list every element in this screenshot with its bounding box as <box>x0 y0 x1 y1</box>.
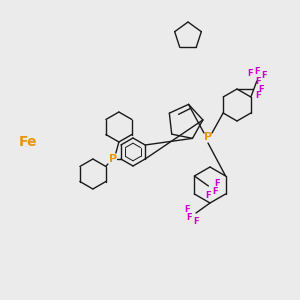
Text: P: P <box>109 154 117 164</box>
Text: F: F <box>254 68 260 76</box>
Text: F: F <box>255 92 261 100</box>
Text: F: F <box>258 85 264 94</box>
Text: F: F <box>193 218 199 226</box>
Text: Fe: Fe <box>19 135 37 149</box>
Text: F: F <box>261 71 267 80</box>
Text: P: P <box>204 132 212 142</box>
Text: F: F <box>247 70 253 79</box>
Text: F: F <box>184 206 190 214</box>
Text: F: F <box>214 178 220 188</box>
Text: F: F <box>206 190 211 200</box>
Text: F: F <box>255 77 261 86</box>
Text: F: F <box>213 187 218 196</box>
Text: F: F <box>186 214 192 223</box>
